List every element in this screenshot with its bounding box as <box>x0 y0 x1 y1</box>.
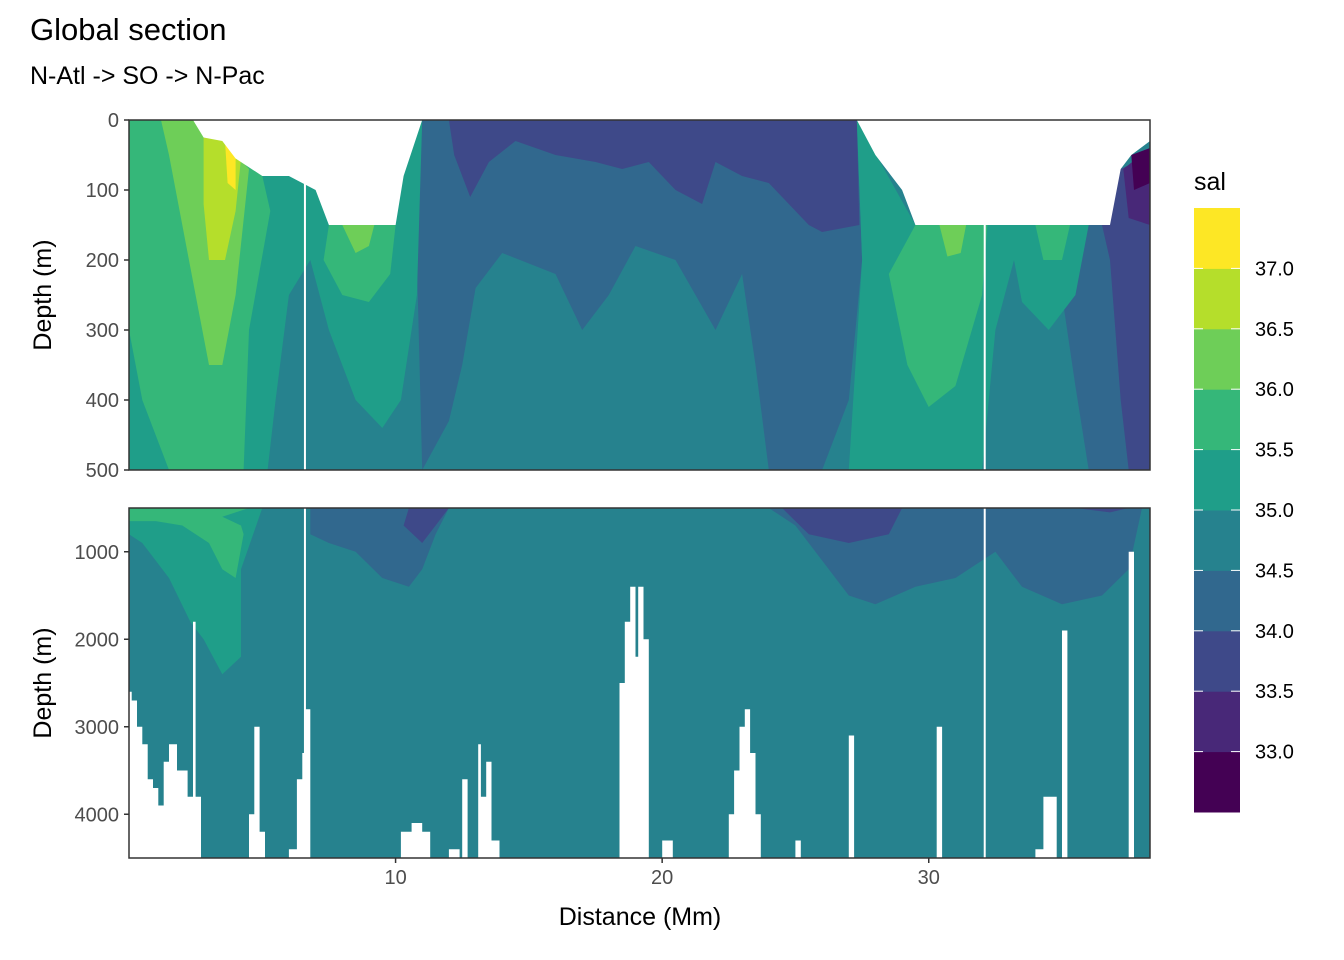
upper-salinity-region-17 <box>225 141 236 190</box>
legend-title: sal <box>1194 168 1226 196</box>
legend-label: 36.5 <box>1255 319 1294 341</box>
y-tick-label: 3000 <box>75 717 120 739</box>
legend-swatch-4 <box>1194 510 1240 571</box>
y-tick-label: 400 <box>86 390 119 412</box>
legend-swatch-3 <box>1194 570 1240 632</box>
upper-panel-border <box>128 119 1151 471</box>
x-tick-label: 30 <box>918 867 940 889</box>
y-tick-label: 0 <box>108 110 119 132</box>
lower-salinity-region-4 <box>782 508 903 543</box>
y-tick-label: 100 <box>86 180 119 202</box>
y-tick-label: 2000 <box>75 629 120 651</box>
upper-salinity-region-6 <box>1131 148 1150 190</box>
lower-salinity-region-5 <box>1075 508 1129 513</box>
upper-salinity-region-11 <box>888 225 988 407</box>
legend-swatch-1 <box>1194 691 1240 753</box>
missing-data-bottom <box>129 551 1150 858</box>
y-axis-label-upper: Depth (m) <box>29 239 57 350</box>
chart-title: Global section <box>30 12 226 47</box>
legend-label: 34.5 <box>1255 560 1294 582</box>
upper-salinity-region-3 <box>448 120 860 232</box>
chart-subtitle: N-Atl -> SO -> N-Pac <box>30 62 265 90</box>
missing-data-top-0 <box>193 120 423 225</box>
legend-swatch-9 <box>1194 208 1240 269</box>
upper-salinity-region-15 <box>939 225 967 257</box>
lower-salinity-region-3 <box>403 508 449 543</box>
legend-label: 36.0 <box>1255 379 1294 401</box>
legend-label: 35.5 <box>1255 440 1294 462</box>
x-tick-label: 10 <box>384 867 406 889</box>
legend-label: 34.0 <box>1255 621 1294 643</box>
upper-salinity-region-4 <box>1102 155 1150 470</box>
legend-label: 33.0 <box>1255 742 1294 764</box>
legend-label: 35.0 <box>1255 500 1294 522</box>
legend-label: 33.5 <box>1255 681 1294 703</box>
legend-swatch-6 <box>1194 389 1240 451</box>
x-tick-label: 20 <box>651 867 673 889</box>
y-tick-label: 1000 <box>75 542 120 564</box>
upper-salinity-region-14 <box>342 225 375 253</box>
missing-data-top-1 <box>856 120 1150 225</box>
upper-salinity-region-12 <box>1035 225 1070 260</box>
upper-panel-fill <box>129 120 1150 470</box>
y-tick-label: 4000 <box>75 804 120 826</box>
lower-panel-fill <box>129 508 1150 858</box>
lower-salinity-region-7 <box>129 508 249 578</box>
y-tick-label: 200 <box>86 250 119 272</box>
legend-swatch-7 <box>1194 328 1240 390</box>
x-axis-label: Distance (Mm) <box>559 903 722 931</box>
legend-swatch-0 <box>1194 751 1240 813</box>
upper-salinity-region-10 <box>323 225 396 302</box>
legend-label: 37.0 <box>1255 258 1294 280</box>
y-axis-label-lower: Depth (m) <box>29 627 57 738</box>
legend-swatch-2 <box>1194 630 1240 692</box>
y-tick-label: 500 <box>86 460 119 482</box>
y-tick-label: 300 <box>86 320 119 342</box>
legend: sal 33.0 33.5 34.0 34.5 35.0 35.5 36.0 36.5 37.0 <box>1194 168 1294 813</box>
upper-panel <box>128 119 1151 471</box>
legend-swatch-5 <box>1194 449 1240 511</box>
upper-salinity-region-1 <box>416 120 863 470</box>
lower-panel-border <box>128 507 1151 859</box>
lower-panel <box>128 507 1151 859</box>
axis-ticks: 0 100 200 300 400 500 1000 2000 3000 4000 10 20 30 <box>75 110 940 889</box>
legend-swatch-8 <box>1194 268 1240 330</box>
